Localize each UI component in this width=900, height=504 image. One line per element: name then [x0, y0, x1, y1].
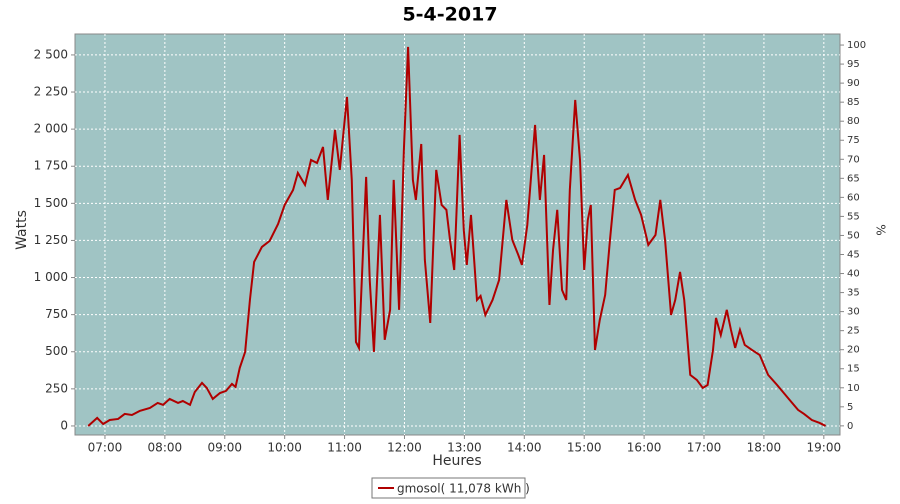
y2-tick-label: 45: [847, 249, 860, 260]
y2-tick-label: 100: [847, 40, 866, 51]
y-tick-label: 1 500: [34, 196, 68, 210]
x-tick-label: 18:00: [747, 441, 782, 455]
x-tick-label: 15:00: [567, 441, 602, 455]
x-tick-label: 09:00: [207, 441, 242, 455]
y-tick-label: 2 000: [34, 122, 68, 136]
y2-tick-label: 15: [847, 364, 860, 375]
y2-tick-label: 30: [847, 307, 860, 318]
y2-axis-label: %: [874, 224, 888, 235]
y2-tick-label: 25: [847, 326, 860, 337]
y2-tick-label: 40: [847, 269, 860, 280]
y-tick-label: 1 250: [34, 233, 68, 247]
x-tick-label: 08:00: [148, 441, 183, 455]
x-tick-label: 07:00: [88, 441, 123, 455]
y2-tick-label: 5: [847, 402, 853, 413]
y2-tick-label: 90: [847, 78, 860, 89]
chart-title: 5-4-2017: [402, 4, 497, 26]
y-tick-label: 1 750: [34, 159, 68, 173]
x-tick-label: 14:00: [507, 441, 542, 455]
y-tick-label: 500: [45, 344, 68, 358]
y-tick-label: 750: [45, 307, 68, 321]
y-tick-label: 1 000: [34, 270, 68, 284]
x-tick-label: 19:00: [807, 441, 842, 455]
y2-tick-label: 55: [847, 211, 860, 222]
x-tick-label: 13:00: [447, 441, 482, 455]
y2-tick-label: 60: [847, 192, 860, 203]
x-tick-label: 16:00: [627, 441, 662, 455]
y2-tick-label: 20: [847, 345, 860, 356]
legend-label: gmosol( 11,078 kWh ): [397, 482, 530, 496]
y-tick-label: 0: [60, 418, 68, 432]
legend-box: [371, 477, 526, 499]
x-tick-label: 11:00: [327, 441, 362, 455]
y2-tick-label: 95: [847, 59, 860, 70]
x-tick-label: 10:00: [267, 441, 302, 455]
y2-tick-label: 80: [847, 116, 860, 127]
y-axis-label: Watts: [14, 210, 30, 250]
y2-tick-label: 50: [847, 230, 860, 241]
x-axis-label: Heures: [432, 453, 481, 469]
plot-area: [74, 33, 841, 436]
y2-tick-label: 65: [847, 173, 860, 184]
y-tick-label: 2 250: [34, 85, 68, 99]
data-line: [87, 46, 827, 427]
y-tick-label: 250: [45, 381, 68, 395]
y2-tick-label: 35: [847, 288, 860, 299]
y2-tick-label: 75: [847, 135, 860, 146]
y2-tick-label: 85: [847, 97, 860, 108]
y-tick-label: 2 500: [34, 47, 68, 61]
y2-tick-label: 70: [847, 154, 860, 165]
y2-tick-label: 0: [847, 421, 853, 432]
y2-tick-label: 10: [847, 383, 860, 394]
x-tick-label: 12:00: [387, 441, 422, 455]
x-tick-label: 17:00: [687, 441, 722, 455]
